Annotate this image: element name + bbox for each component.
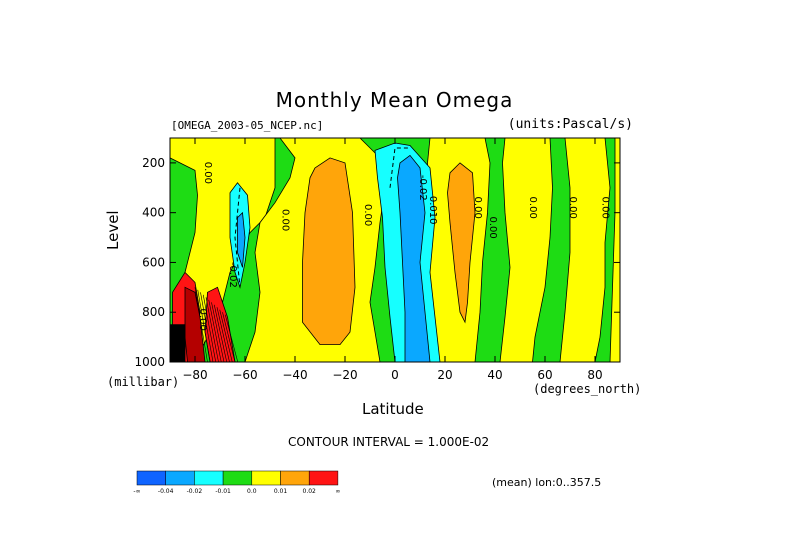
y-tick-label-800: 800 [142,305,165,319]
x-tick-label-0: 0 [391,368,399,382]
orange-cell-south [302,157,356,346]
x-tick-label-40: 40 [487,368,502,382]
colorbar-level-3: -0.01 [215,488,231,495]
contour-field [170,138,620,362]
contour-label-3: 0.00 [197,309,208,331]
x-tick-label-60: 60 [537,368,552,382]
blue-cell-equatorial [397,154,431,362]
colorbar-swatch-5 [280,470,310,486]
colorbar-swatch-4 [251,470,281,486]
contour-label-7: 0.00 [472,197,483,219]
colorbar-level-2: -0.02 [187,488,203,495]
colorbar-level-0: -∞ [133,488,140,495]
x-tick-label-20: 20 [437,368,452,382]
dashed-contour-0 [389,147,410,188]
orange-cell-tropical [447,162,476,324]
colorbar-level-6: 0.02 [303,488,317,495]
x-tick-label--80: −80 [182,368,207,382]
x-tick-label--60: −60 [232,368,257,382]
y-tick-label-200: 200 [142,156,165,170]
x-axis: −80 −60 −40 −20 0 20 40 60 80 [182,138,603,382]
yellow-band-north-2 [559,138,611,362]
contour-label-2: -0.02 [227,262,238,288]
contour-labels: 0.000.00-0.020.000.00-0.020.010 0.000.000… [197,162,611,331]
contour-label-0: 0.00 [202,162,213,184]
x-axis-unit: (degrees_north) [533,382,642,396]
y-tick-label-400: 400 [142,206,165,220]
contour-label-10: 0.00 [567,197,578,219]
y-axis: 200 400 600 800 1000 [134,156,620,369]
colorbar-legend: -∞ -0.04 -0.02 -0.01 0.0 0.01 0.02 ∞ [133,470,340,495]
y-tick-label-600: 600 [142,255,165,269]
colorbar-swatch-0 [136,470,166,486]
y-axis-unit: (millibar) [107,375,180,389]
contour-label-4: 0.00 [362,204,373,226]
contour-label-9: 0.00 [527,197,538,219]
blue-cell-south [237,211,246,268]
dense-contour-10 [222,312,236,362]
x-tick-label--40: −40 [282,368,307,382]
yellow-band-north-1 [499,138,553,362]
units-label: (units:Pascal/s) [507,117,633,132]
dense-contour-2 [200,292,214,362]
colorbar-level-1: -0.04 [158,488,174,495]
colorbar-swatch-1 [165,470,195,486]
colorbar-swatch-2 [194,470,224,486]
y-tick-label-1000: 1000 [134,355,165,369]
file-label: [OMEGA_2003-05_NCEP.nc] [171,119,324,132]
dense-contour-8 [216,307,230,362]
mean-longitude-label: (mean) lon:0..357.5 [492,476,602,489]
contour-label-1: 0.00 [280,209,291,231]
dense-contour-4 [205,297,219,362]
x-axis-label: Latitude [362,400,424,418]
dense-contour-11 [224,314,239,362]
dense-contour-0 [194,287,208,362]
contour-label-8: 0.00 [487,216,498,238]
dense-contour-5 [208,299,222,362]
dense-contour-7 [213,304,228,362]
dense-contour-3 [202,294,217,362]
contour-label-5: -0.02 [417,175,428,201]
colorbar-level-5: 0.01 [274,488,288,495]
dashed-contour-1 [234,187,241,288]
black-terrain-south [170,324,186,362]
dense-contour-9 [219,309,233,362]
colorbar-level-7: ∞ [335,488,340,495]
dense-contour-6 [211,302,225,362]
contour-label-11: 0.00 [600,197,611,219]
x-tick-label-80: 80 [587,368,602,382]
dense-contour-1 [197,289,211,362]
colorbar-swatch-6 [308,470,339,486]
contour-interval-label: CONTOUR INTERVAL = 1.000E-02 [288,435,490,449]
colorbar-level-4: 0.0 [247,488,257,495]
chart-title: Monthly Mean Omega [275,88,514,112]
x-tick-label--20: −20 [332,368,357,382]
y-axis-label: Level [104,210,122,250]
colorbar-swatch-3 [222,470,253,486]
contour-label-6: 0.010 [427,196,438,225]
